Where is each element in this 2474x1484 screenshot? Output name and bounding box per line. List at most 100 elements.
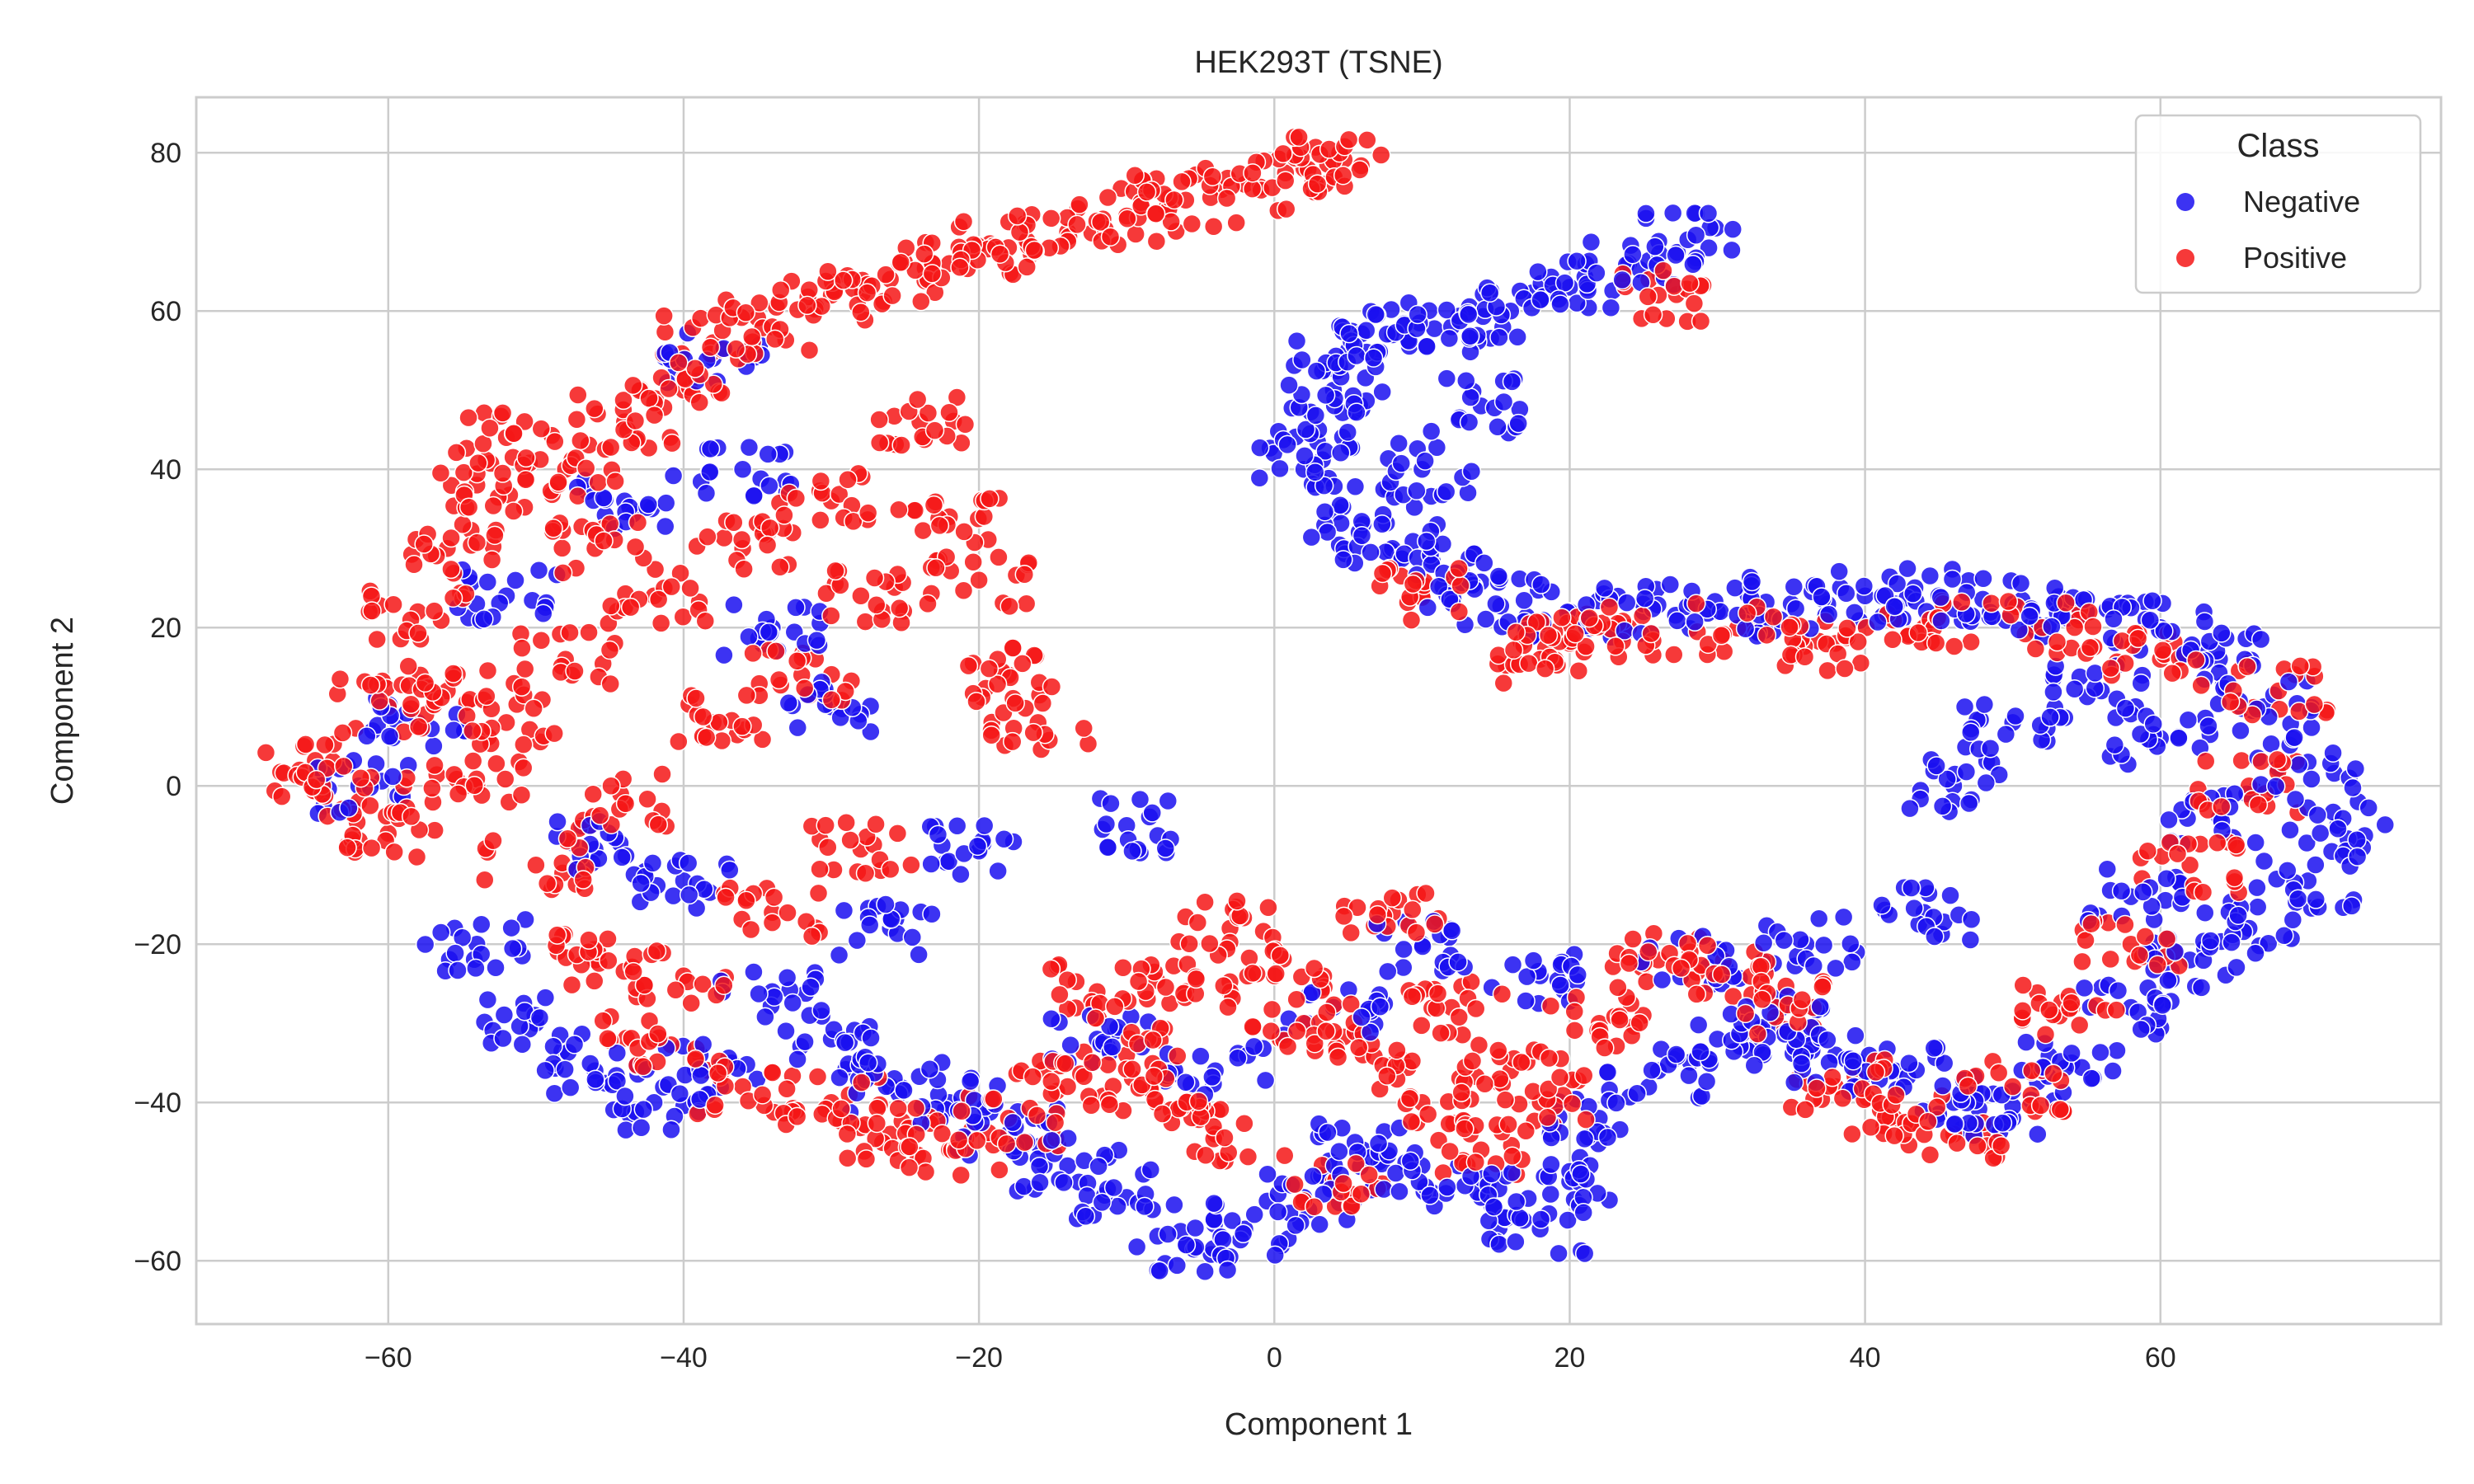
point-negative-density xyxy=(2246,833,2265,852)
point-positive-density xyxy=(855,863,876,883)
point-negative-density xyxy=(1437,1177,1457,1197)
point-positive-density xyxy=(1818,660,1837,681)
point-positive-density xyxy=(1807,1078,1827,1098)
point-positive-density xyxy=(979,659,999,679)
point-positive-density xyxy=(669,731,689,752)
point-positive-density xyxy=(1735,1003,1756,1024)
point-positive-density xyxy=(732,716,752,736)
point-negative-density xyxy=(1357,320,1376,340)
point-positive-density xyxy=(1516,1121,1536,1141)
point-negative-density xyxy=(847,930,868,951)
point-positive-density xyxy=(463,721,482,741)
y-tick-label: 20 xyxy=(150,613,181,644)
point-positive-density xyxy=(425,755,444,776)
point-positive-density xyxy=(1440,1141,1460,1162)
point-negative-density xyxy=(691,1065,711,1086)
point-positive-density xyxy=(855,612,876,632)
point-positive-density xyxy=(1952,592,1972,613)
point-negative-density xyxy=(1540,1184,1561,1205)
point-positive-density xyxy=(708,1063,728,1083)
point-positive-density xyxy=(880,859,901,880)
point-positive-density xyxy=(625,537,646,557)
point-negative-density xyxy=(2074,978,2095,998)
point-negative-density xyxy=(1439,328,1460,349)
point-positive-density xyxy=(483,830,503,851)
point-negative-density xyxy=(2169,728,2189,748)
point-negative-density xyxy=(642,853,663,873)
point-negative-density xyxy=(430,923,451,942)
point-negative-density xyxy=(1489,1234,1509,1254)
point-negative-density xyxy=(1974,694,1995,715)
point-negative-density xyxy=(834,900,854,921)
point-positive-density xyxy=(2304,694,2325,715)
point-positive-density xyxy=(623,375,643,396)
point-positive-density xyxy=(1737,603,1757,623)
point-negative-density xyxy=(1061,1035,1080,1055)
point-positive-density xyxy=(1664,645,1684,665)
point-negative-density xyxy=(1126,1237,1147,1257)
x-tick-label: 20 xyxy=(1554,1342,1586,1374)
point-negative-density xyxy=(383,767,403,787)
point-positive-density xyxy=(2251,751,2271,772)
point-negative-density xyxy=(1306,361,1327,381)
point-positive-density xyxy=(2242,705,2262,725)
point-negative-density xyxy=(776,1021,796,1041)
point-negative-density xyxy=(1843,1050,1863,1071)
point-positive-density xyxy=(2226,835,2246,855)
point-negative-density xyxy=(1573,1203,1593,1223)
point-negative-density xyxy=(744,486,764,506)
point-positive-density xyxy=(477,660,498,681)
point-negative-density xyxy=(2302,717,2321,738)
point-negative-density xyxy=(663,466,684,486)
point-negative-density xyxy=(947,815,967,836)
point-positive-density xyxy=(415,673,435,693)
point-negative-density xyxy=(1303,1166,1323,1186)
point-positive-density xyxy=(1146,231,1167,251)
point-positive-density xyxy=(1537,1107,1558,1127)
point-positive-density xyxy=(1045,1112,1065,1133)
point-negative-density xyxy=(1135,1196,1155,1217)
point-positive-density xyxy=(2212,796,2232,817)
point-positive-density xyxy=(1346,1153,1366,1174)
point-negative-density xyxy=(1581,232,1602,252)
point-positive-density xyxy=(511,677,532,697)
point-negative-density xyxy=(739,437,760,458)
point-negative-density xyxy=(1845,603,1865,622)
point-positive-density xyxy=(2044,1064,2063,1083)
point-positive-density xyxy=(369,691,389,711)
y-tick-label: −20 xyxy=(134,929,181,960)
y-tick-label: 40 xyxy=(150,454,181,486)
point-positive-density xyxy=(1286,1021,1307,1041)
point-positive-density xyxy=(1860,1117,1881,1138)
point-negative-density xyxy=(994,829,1014,849)
point-negative-density xyxy=(1924,1038,1945,1059)
point-positive-density xyxy=(464,776,485,796)
point-positive-density xyxy=(918,403,938,423)
point-positive-density xyxy=(1316,1021,1336,1041)
point-positive-density xyxy=(601,776,621,796)
point-positive-density xyxy=(1562,1093,1583,1114)
point-negative-density xyxy=(670,1083,690,1104)
point-negative-density xyxy=(1475,609,1496,629)
point-negative-density xyxy=(1818,1030,1837,1050)
point-negative-density xyxy=(529,1007,550,1028)
point-positive-density xyxy=(584,971,604,991)
point-negative-density xyxy=(2280,819,2300,840)
point-negative-density xyxy=(2009,620,2030,640)
point-positive-density xyxy=(867,594,887,615)
point-positive-density xyxy=(1564,1021,1585,1040)
point-positive-density xyxy=(2167,843,2188,864)
point-positive-density xyxy=(685,1049,706,1069)
point-negative-density xyxy=(1249,467,1270,488)
x-axis-ticks: −60 −40 −20 0 20 40 60 xyxy=(365,1342,2176,1374)
point-negative-density xyxy=(515,909,535,930)
point-positive-density xyxy=(770,279,791,300)
point-negative-density xyxy=(1459,412,1479,432)
point-positive-density xyxy=(1493,673,1513,693)
point-positive-density xyxy=(825,561,845,581)
point-negative-density xyxy=(1142,803,1162,823)
point-positive-density xyxy=(467,533,487,552)
point-negative-density xyxy=(1361,542,1380,562)
point-positive-density xyxy=(2290,656,2310,676)
point-positive-density xyxy=(1277,1036,1298,1057)
